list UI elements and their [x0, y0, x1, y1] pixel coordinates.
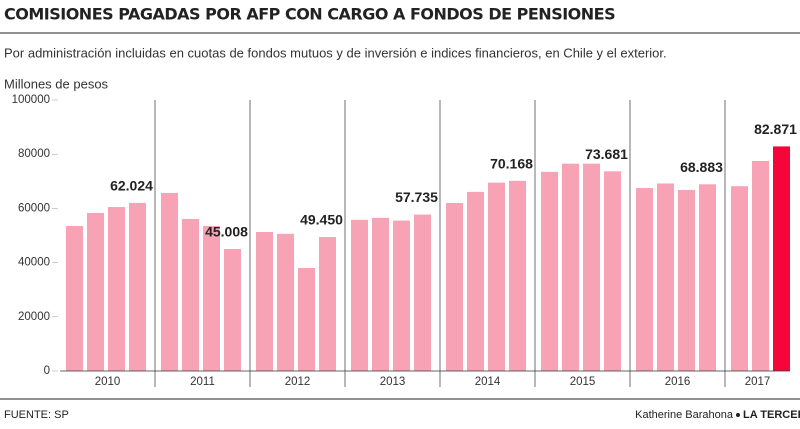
data-label: 70.168 — [490, 156, 533, 172]
data-label: 68.883 — [680, 159, 723, 175]
data-label: 45.008 — [205, 224, 248, 240]
y-tick-label: 0 — [44, 365, 50, 377]
y-tick-label: 100000 — [12, 94, 50, 106]
y-tick-label: 20000 — [18, 311, 50, 323]
data-label: 82.871 — [754, 121, 797, 137]
bar — [562, 163, 579, 371]
y-tick-label: 40000 — [18, 257, 50, 269]
subtitle: Por administración incluidas en cuotas d… — [4, 45, 667, 60]
data-label: 57.735 — [395, 189, 438, 205]
bar — [752, 160, 769, 371]
x-tick-label: 2010 — [95, 376, 121, 388]
x-tick-label: 2015 — [570, 376, 596, 388]
bar — [509, 180, 526, 371]
byline: Katherine Barahona — [635, 409, 734, 421]
y-tick-label: 80000 — [18, 148, 50, 160]
bar — [678, 189, 695, 371]
x-tick-label: 2017 — [745, 376, 771, 388]
bar — [414, 214, 431, 371]
bar — [224, 249, 241, 371]
x-tick-label: 2011 — [190, 376, 215, 388]
x-tick-label: 2014 — [475, 376, 501, 388]
bar — [319, 236, 336, 371]
bar — [731, 186, 748, 371]
bar — [541, 171, 558, 371]
bar — [351, 219, 368, 371]
bar — [657, 183, 674, 371]
x-tick-label: 2012 — [285, 376, 311, 388]
bar — [129, 202, 146, 371]
bar — [203, 226, 220, 371]
bar — [277, 233, 294, 371]
x-tick-label: 2016 — [665, 376, 691, 388]
bar — [161, 192, 178, 371]
y-axis-label: Millones de pesos — [4, 76, 109, 91]
bar — [256, 231, 273, 371]
bar — [393, 220, 410, 371]
bar — [298, 268, 315, 371]
separator-dot — [736, 413, 740, 417]
bar — [108, 207, 125, 371]
data-label: 62.024 — [110, 178, 153, 194]
data-label: 49.450 — [300, 212, 343, 228]
bar — [66, 226, 83, 371]
bar — [87, 213, 104, 371]
x-tick-label: 2013 — [380, 376, 406, 388]
bar — [583, 163, 600, 371]
bar — [467, 191, 484, 371]
y-tick-label: 60000 — [18, 202, 50, 214]
bar — [488, 182, 505, 371]
bar — [182, 218, 199, 371]
brand: LA TERCERA — [743, 409, 800, 421]
bar — [636, 188, 653, 371]
bar — [446, 202, 463, 371]
source: FUENTE: SP — [4, 409, 69, 421]
data-label: 73.681 — [585, 146, 628, 162]
bar — [699, 184, 716, 371]
bar — [372, 217, 389, 371]
bar — [773, 146, 790, 371]
bar — [604, 171, 621, 371]
chart-title: COMISIONES PAGADAS POR AFP CON CARGO A F… — [4, 5, 615, 24]
